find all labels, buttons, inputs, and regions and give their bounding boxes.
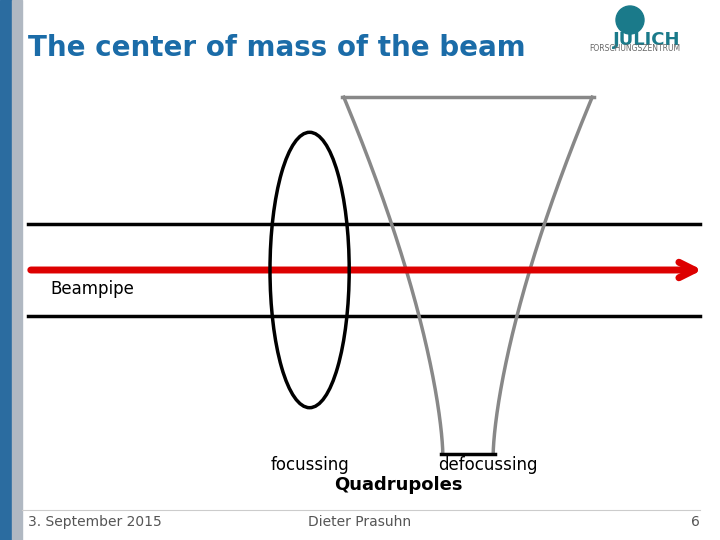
Text: Dieter Prasuhn: Dieter Prasuhn (308, 515, 412, 529)
Text: focussing: focussing (270, 456, 349, 474)
Text: JÜLICH: JÜLICH (613, 28, 680, 49)
Text: Beampipe: Beampipe (50, 280, 134, 298)
Text: defocussing: defocussing (438, 456, 538, 474)
Bar (12, 0, 22, 540)
Circle shape (616, 6, 644, 34)
Text: 6: 6 (691, 515, 700, 529)
Text: 3. September 2015: 3. September 2015 (28, 515, 162, 529)
Text: FORSCHUNGSZENTRUM: FORSCHUNGSZENTRUM (589, 44, 680, 53)
Bar (0, 0, 12, 540)
Text: Quadrupoles: Quadrupoles (335, 476, 463, 494)
Text: The center of mass of the beam: The center of mass of the beam (28, 34, 526, 62)
